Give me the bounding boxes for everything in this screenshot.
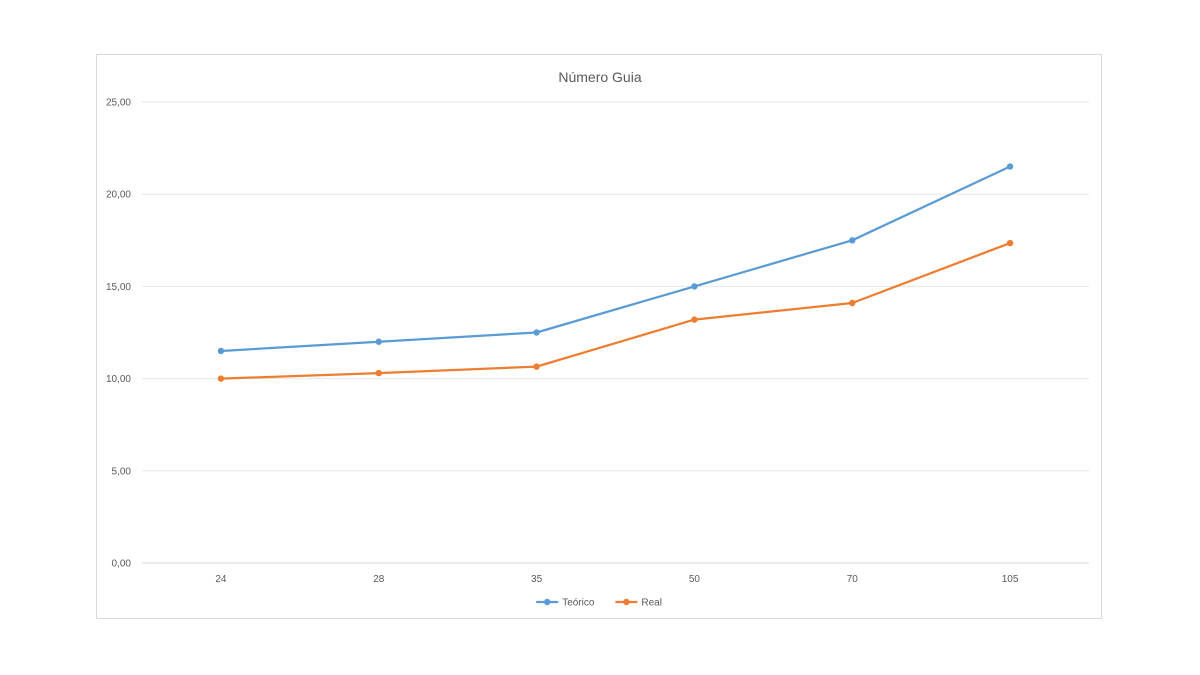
data-point: [849, 237, 856, 244]
data-point: [533, 363, 540, 370]
data-point: [1006, 163, 1014, 170]
line-chart: Número Guia 0,00 5,00 10,00 15,00 20,00 25,00…: [106, 69, 1089, 609]
x-tick-label: 35: [531, 574, 543, 585]
series-teorico: [217, 163, 1014, 355]
data-point: [217, 347, 225, 355]
legend: Teórico Real: [536, 598, 662, 609]
y-tick-label: 15,00: [106, 282, 131, 293]
chart-area: Número Guia 0,00 5,00 10,00 15,00 20,00 25,00…: [96, 54, 1102, 619]
series-line: [219, 165, 1012, 353]
data-point: [533, 329, 540, 336]
legend-label: Real: [641, 598, 662, 609]
gridlines: [142, 101, 1089, 564]
y-axis-tick-labels: 0,00 5,00 10,00 15,00 20,00 25,00: [106, 98, 131, 570]
x-tick-label: 70: [847, 574, 859, 585]
y-tick-label: 5,00: [112, 466, 132, 477]
x-tick-label: 28: [373, 574, 385, 585]
series-line: [219, 241, 1012, 380]
y-tick-label: 20,00: [106, 190, 131, 201]
data-point: [217, 375, 225, 382]
series-real: [217, 239, 1014, 382]
legend-item: Teórico: [536, 598, 595, 609]
legend-label: Teórico: [562, 598, 595, 609]
data-point: [375, 338, 382, 345]
data-point: [849, 299, 856, 307]
x-axis-tick-labels: 24 28 35 50 70 105: [215, 574, 1019, 585]
legend-marker: [544, 598, 551, 606]
x-tick-label: 50: [689, 574, 701, 585]
y-tick-label: 10,00: [106, 374, 131, 385]
x-tick-label: 24: [215, 574, 227, 585]
series-group: [217, 163, 1014, 382]
data-point: [1006, 239, 1014, 247]
legend-item: Real: [615, 598, 662, 609]
data-point: [691, 316, 698, 323]
data-point: [691, 283, 698, 290]
data-point: [375, 369, 382, 377]
y-tick-label: 25,00: [106, 98, 131, 109]
legend-marker: [623, 598, 630, 606]
x-tick-label: 105: [1002, 574, 1019, 585]
y-tick-label: 0,00: [112, 559, 132, 570]
chart-title: Número Guia: [558, 69, 641, 85]
